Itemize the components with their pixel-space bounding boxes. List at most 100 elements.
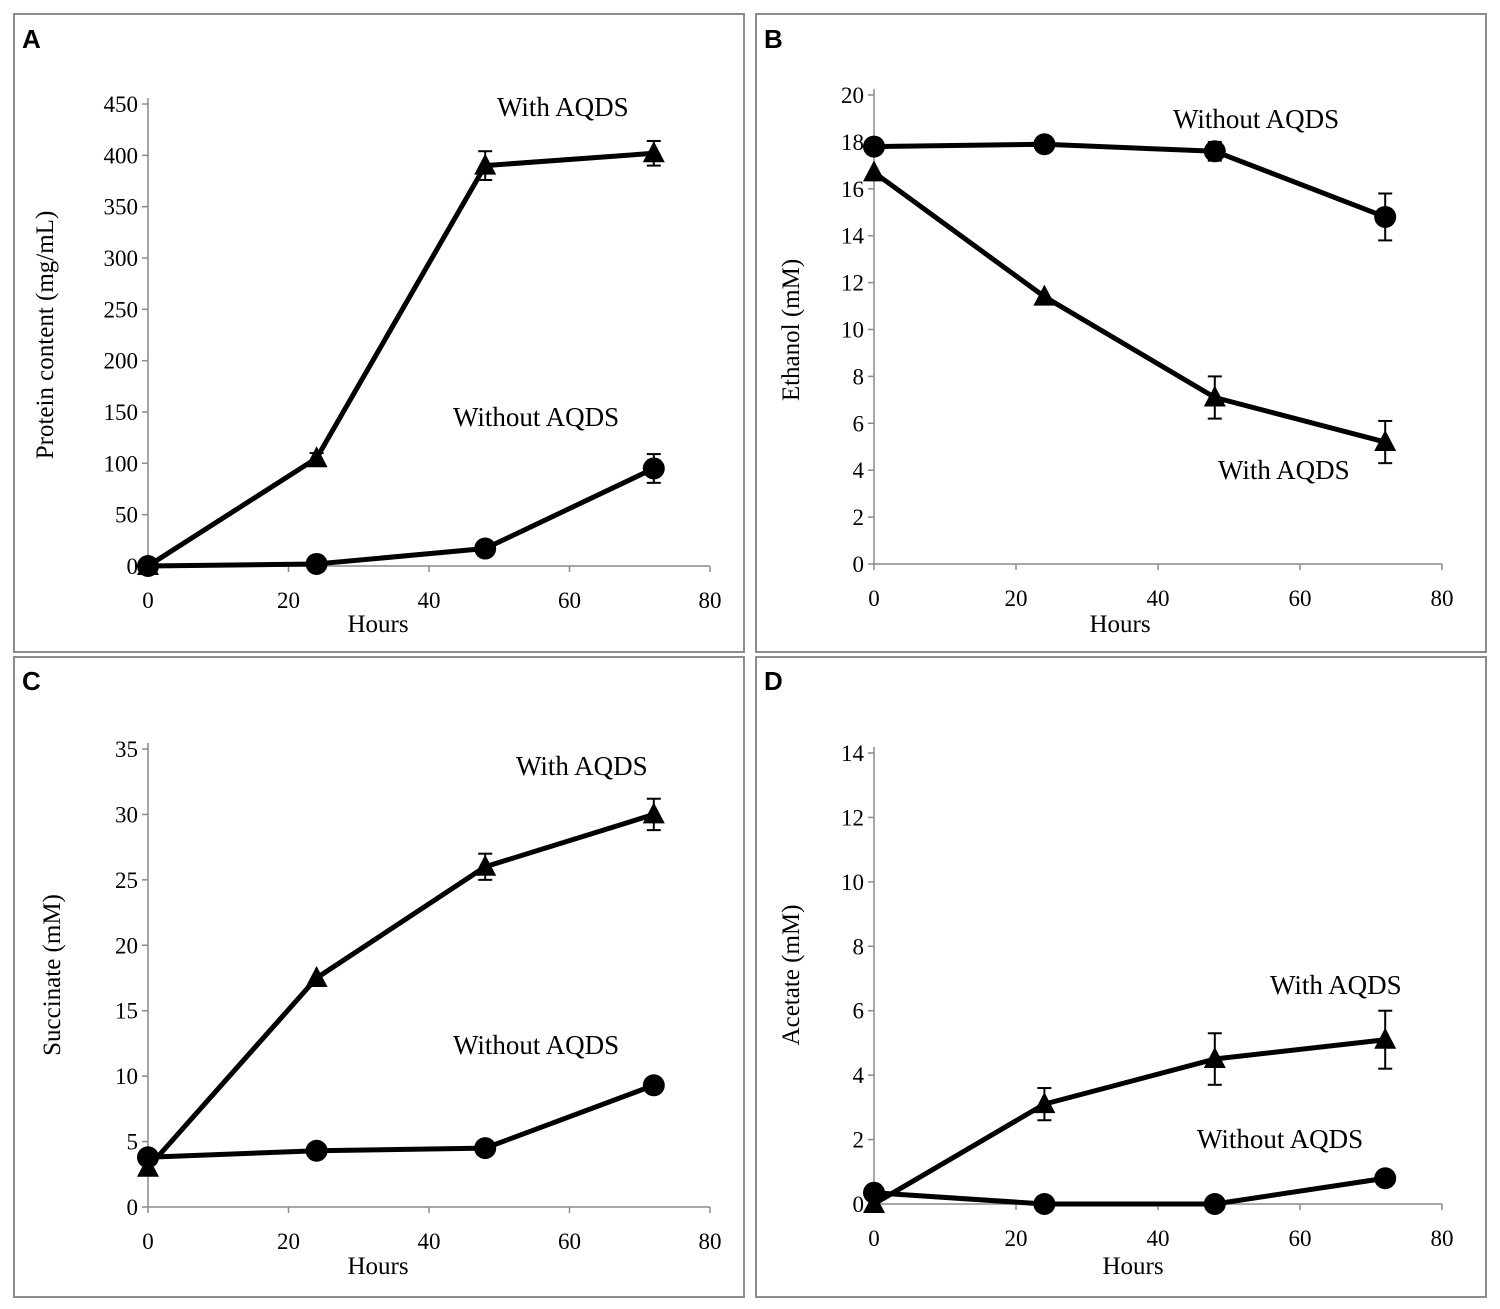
panel-c-series-without-aqds-line	[147, 1082, 655, 1160]
panel-a-y-tick-label: 400	[104, 143, 139, 168]
panel-c-y-tick-label: 35	[115, 737, 138, 762]
panel-d-x-axis-title: Hours	[1102, 1253, 1163, 1280]
panel-b-series-with-aqds-label: With AQDS	[1218, 455, 1350, 485]
panel-a-series-with-aqds-line	[146, 150, 654, 569]
panel-c-y-tick-label: 30	[115, 802, 138, 827]
panel-c-series-without-aqds-point	[137, 1146, 159, 1169]
panel-d-letter: D	[764, 666, 783, 696]
panel-b-y-tick-label: 8	[853, 364, 865, 389]
panel-a-x-tick-label: 60	[558, 588, 581, 613]
panel-c-series-without-aqds-label: Without AQDS	[453, 1030, 619, 1060]
panel-a-y-tick-label: 300	[104, 246, 139, 271]
panel-c-x-tick-label: 0	[142, 1229, 154, 1254]
panel-d-series-with-aqds-line	[872, 1037, 1386, 1207]
panel-a-series-with-aqds-point	[474, 153, 497, 175]
panel-c-y-tick-label: 25	[115, 868, 138, 893]
panel-c-letter: C	[22, 666, 41, 696]
panel-a-series-without-aqds-point	[137, 555, 159, 577]
panel-b-frame	[755, 13, 1487, 653]
panel-d-y-tick-label: 2	[853, 1128, 865, 1153]
panel-c-x-tick-label: 40	[418, 1229, 441, 1254]
panel-a-y-tick-label: 250	[104, 297, 139, 322]
panel-b: B 0 2 4 6 8 10 12 14 16 18 20 0 20 40 60 80 Hours Ethanol…	[755, 13, 1487, 653]
panel-d-y-axis-title: Acetate (mM)	[778, 905, 805, 1046]
panel-b-y-tick-label: 10	[841, 318, 864, 343]
panel-a-series-with-aqds-point	[642, 141, 665, 163]
panel-c-series-with-aqds-point	[642, 802, 665, 824]
panel-d-series-with-aqds-point	[1203, 1047, 1226, 1069]
panel-d-x-tick-label: 60	[1289, 1226, 1312, 1251]
panel-a-letter: A	[22, 24, 41, 54]
panel-b-y-tick-label: 14	[841, 224, 865, 249]
panel-c-y-tick-label: 10	[115, 1064, 138, 1089]
panel-b-y-tick-label: 20	[841, 83, 864, 108]
panel-d-series-without-aqds-point	[863, 1181, 885, 1204]
panel-c-y-tick-label: 20	[115, 933, 138, 958]
panel-d-plot: 0 2 4 6 8 10 12 14 0 20 40 60 80 Hours Acetate (mM) Wit…	[778, 741, 1454, 1280]
panel-a-x-tick-label: 80	[699, 588, 722, 613]
panel-d-x-tick-label: 40	[1147, 1226, 1170, 1251]
panel-b-series-without-aqds-point	[863, 135, 885, 158]
panel-d-series-with-aqds-point	[1033, 1092, 1056, 1114]
panel-a-y-tick-label: 150	[104, 400, 139, 425]
panel-b-series-with-aqds-line	[872, 170, 1386, 445]
panel-d-y-tick-label: 0	[853, 1192, 865, 1217]
panel-c-series-without-aqds-point	[642, 1074, 665, 1097]
panel-b-series-without-aqds-point	[1033, 133, 1056, 156]
panel-d-x-tick-label: 80	[1431, 1226, 1454, 1251]
panel-a-x-tick-label: 20	[277, 588, 300, 613]
panel-a-y-tick-label: 100	[104, 451, 139, 476]
panel-a-y-tick-label: 200	[104, 349, 139, 374]
panel-d-x-tick-label: 20	[1005, 1226, 1028, 1251]
panel-b-series-with-aqds-point	[1203, 385, 1226, 407]
panel-d-series-without-aqds-point	[1374, 1167, 1397, 1190]
panel-b-y-tick-label: 18	[841, 130, 864, 155]
panel-d-series-with-aqds-point	[1374, 1027, 1397, 1049]
panel-b-y-tick-label: 4	[853, 458, 865, 483]
panel-c-series-with-aqds-label: With AQDS	[516, 751, 648, 781]
panel-d-series-with-aqds-label: With AQDS	[1270, 970, 1402, 1000]
panel-d: D 0 2 4 6 8 10 12 14 0 20 40 60 80 Hours Acetate (mM) W…	[755, 656, 1487, 1298]
panel-b-series-without-aqds-point	[1203, 140, 1226, 163]
panel-c-frame	[13, 656, 745, 1298]
panel-a-y-tick-label: 450	[104, 92, 139, 117]
panel-c-series-with-aqds-point	[474, 854, 497, 876]
panel-b-x-tick-label: 80	[1431, 586, 1454, 611]
panel-b-x-tick-label: 0	[868, 586, 880, 611]
panel-b-series-with-aqds-point	[1033, 284, 1056, 306]
panel-b-series-without-aqds-label: Without AQDS	[1173, 104, 1339, 134]
panel-d-y-tick-label: 12	[841, 805, 864, 830]
panel-a-y-tick-label: 0	[127, 554, 139, 579]
panel-c-series-without-aqds-point	[305, 1139, 328, 1162]
panel-a-series-without-aqds-point	[474, 537, 497, 560]
panel-b-series-with-aqds-point	[1374, 430, 1397, 452]
panel-b-series-without-aqds-point	[1374, 205, 1397, 228]
panel-b-y-tick-label: 16	[841, 177, 864, 202]
panel-a-series-with-aqds-label: With AQDS	[497, 92, 629, 122]
panel-d-series-without-aqds-point	[1033, 1193, 1056, 1215]
panel-d-series-without-aqds-label: Without AQDS	[1197, 1124, 1363, 1154]
panel-b-x-tick-label: 40	[1147, 586, 1170, 611]
panel-c-y-tick-label: 0	[127, 1195, 139, 1220]
panel-d-y-tick-label: 4	[853, 1063, 865, 1088]
panel-a-frame	[13, 13, 745, 653]
panel-d-y-tick-label: 6	[853, 999, 865, 1024]
panel-b-plot: 0 2 4 6 8 10 12 14 16 18 20 0 20 40 60 80 Hours Ethanol (…	[778, 83, 1454, 638]
panel-a-y-axis-title: Protein content (mg/mL)	[32, 211, 59, 460]
panel-a-plot: 0 50 100 150 200 250 300 350 400 450 0 20 40 60 80 Hour…	[32, 92, 722, 638]
panel-b-x-tick-label: 60	[1289, 586, 1312, 611]
panel-c-plot: 0 5 10 15 20 25 30 35 0 20 40 60 80 Hours Succinate (m…	[39, 737, 722, 1280]
panel-b-y-tick-label: 0	[853, 552, 865, 577]
panel-d-y-tick-label: 10	[841, 870, 864, 895]
panel-a-y-tick-label: 50	[115, 503, 138, 528]
panel-d-x-tick-label: 0	[868, 1226, 880, 1251]
panel-a-series-without-aqds-label: Without AQDS	[453, 402, 619, 432]
panel-d-y-tick-label: 14	[841, 741, 865, 766]
panel-b-y-tick-label: 12	[841, 271, 864, 296]
panel-a-x-tick-label: 40	[418, 588, 441, 613]
panel-a-series-without-aqds-point	[642, 457, 665, 480]
panel-b-letter: B	[764, 24, 783, 54]
panel-a-series-without-aqds-line	[147, 466, 655, 569]
panel-b-y-tick-label: 6	[853, 411, 865, 436]
panel-b-series-without-aqds-line	[873, 141, 1387, 220]
